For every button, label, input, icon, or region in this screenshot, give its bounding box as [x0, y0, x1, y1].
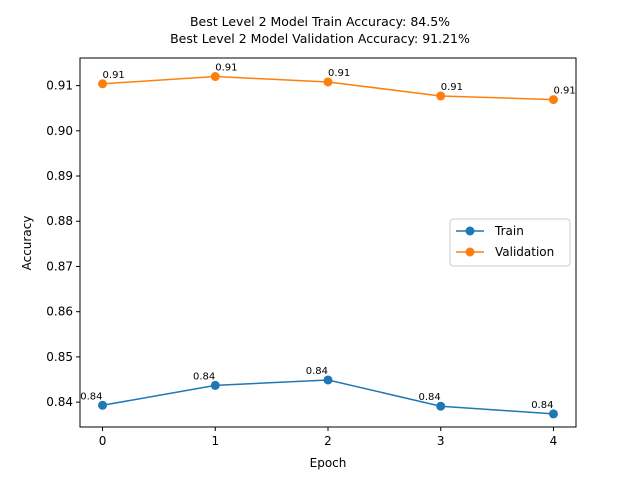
legend-validation-marker — [465, 247, 475, 257]
y-axis-title: Accuracy — [20, 216, 34, 271]
data-label-validation: 0.91 — [328, 68, 350, 79]
data-point-train — [98, 400, 108, 410]
y-tick-label: 0.85 — [46, 350, 73, 364]
data-point-train — [548, 409, 558, 419]
axes-layer: 0 1 2 3 4 0.84 0.85 0.86 0.87 0.88 0.89 0.90 0.91 — [46, 79, 557, 448]
data-point-train — [210, 380, 220, 390]
data-point-train — [436, 401, 446, 411]
x-tick-label: 3 — [437, 434, 445, 448]
x-axis-title: Epoch — [310, 456, 347, 470]
x-tick-label: 1 — [211, 434, 219, 448]
data-label-validation: 0.91 — [441, 82, 463, 93]
legend: Train Validation — [449, 218, 571, 267]
data-point-validation — [210, 72, 220, 82]
y-tick-label: 0.87 — [46, 259, 73, 273]
data-label-train: 0.84 — [193, 371, 215, 382]
plot-frame — [79, 57, 577, 428]
legend-validation-label: Validation — [495, 245, 554, 259]
data-label-validation: 0.91 — [553, 86, 575, 97]
data-point-validation — [436, 91, 446, 101]
series-layer — [98, 72, 558, 419]
chart-title-line2: Best Level 2 Model Validation Accuracy: … — [170, 31, 470, 46]
legend-train-marker — [465, 226, 475, 236]
data-point-validation — [98, 79, 108, 89]
y-tick-label: 0.89 — [46, 169, 73, 183]
x-tick-label: 0 — [99, 434, 107, 448]
y-tick-label: 0.90 — [46, 124, 73, 138]
chart-title-line1: Best Level 2 Model Train Accuracy: 84.5% — [190, 14, 450, 29]
x-tick-label: 2 — [324, 434, 332, 448]
data-label-validation: 0.91 — [103, 70, 125, 81]
data-labels-layer: 0.84 0.84 0.84 0.84 0.84 0.91 0.91 0.91 0.91 0.91 — [80, 63, 575, 411]
y-tick-label: 0.88 — [46, 214, 73, 228]
legend-train-label: Train — [494, 224, 524, 238]
data-label-train: 0.84 — [306, 366, 328, 377]
y-tick-label: 0.86 — [46, 305, 73, 319]
data-point-validation — [323, 77, 333, 87]
data-label-validation: 0.91 — [215, 63, 237, 74]
y-tick-label: 0.84 — [46, 395, 73, 409]
data-label-train: 0.84 — [80, 391, 102, 402]
data-point-validation — [548, 95, 558, 105]
x-tick-label: 4 — [550, 434, 558, 448]
y-tick-label: 0.91 — [46, 79, 73, 93]
data-point-train — [323, 375, 333, 385]
data-label-train: 0.84 — [418, 392, 440, 403]
data-label-train: 0.84 — [531, 400, 553, 411]
